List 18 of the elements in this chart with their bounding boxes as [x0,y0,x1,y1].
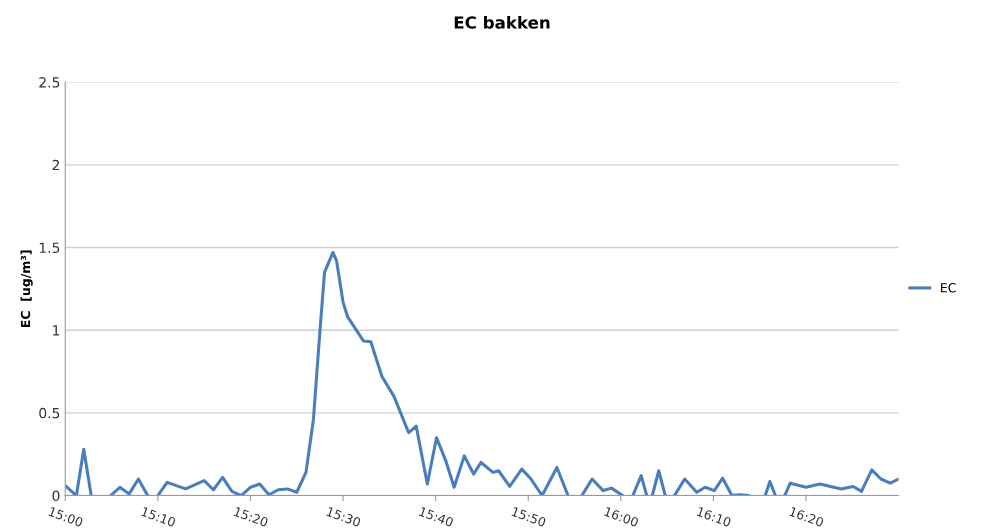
y-axis-title: EC [ug/m³] [20,250,33,328]
x-tick-label: 15:30 [326,506,362,528]
y-tick-label: 0 [52,490,60,502]
chart-title: EC bakken [454,15,550,29]
x-tick-label: 15:10 [140,506,177,528]
y-tick-label: 2.5 [39,77,60,88]
x-tick-label: 16:10 [696,506,732,528]
x-tick-label: 15:20 [233,506,269,528]
y-tick-label: 1 [53,325,60,336]
y-tick-label: 2 [52,159,60,171]
legend-label: EC [941,283,956,293]
y-tick-label: 0.5 [39,407,60,419]
y-tick-label: 1.5 [39,242,60,253]
x-tick-label: 15:50 [511,506,547,528]
x-tick-label: 15:40 [418,506,454,528]
x-tick-label: 15:00 [48,506,84,528]
x-tick-label: 16:00 [603,506,639,528]
x-tick-label: 16:20 [789,506,825,528]
